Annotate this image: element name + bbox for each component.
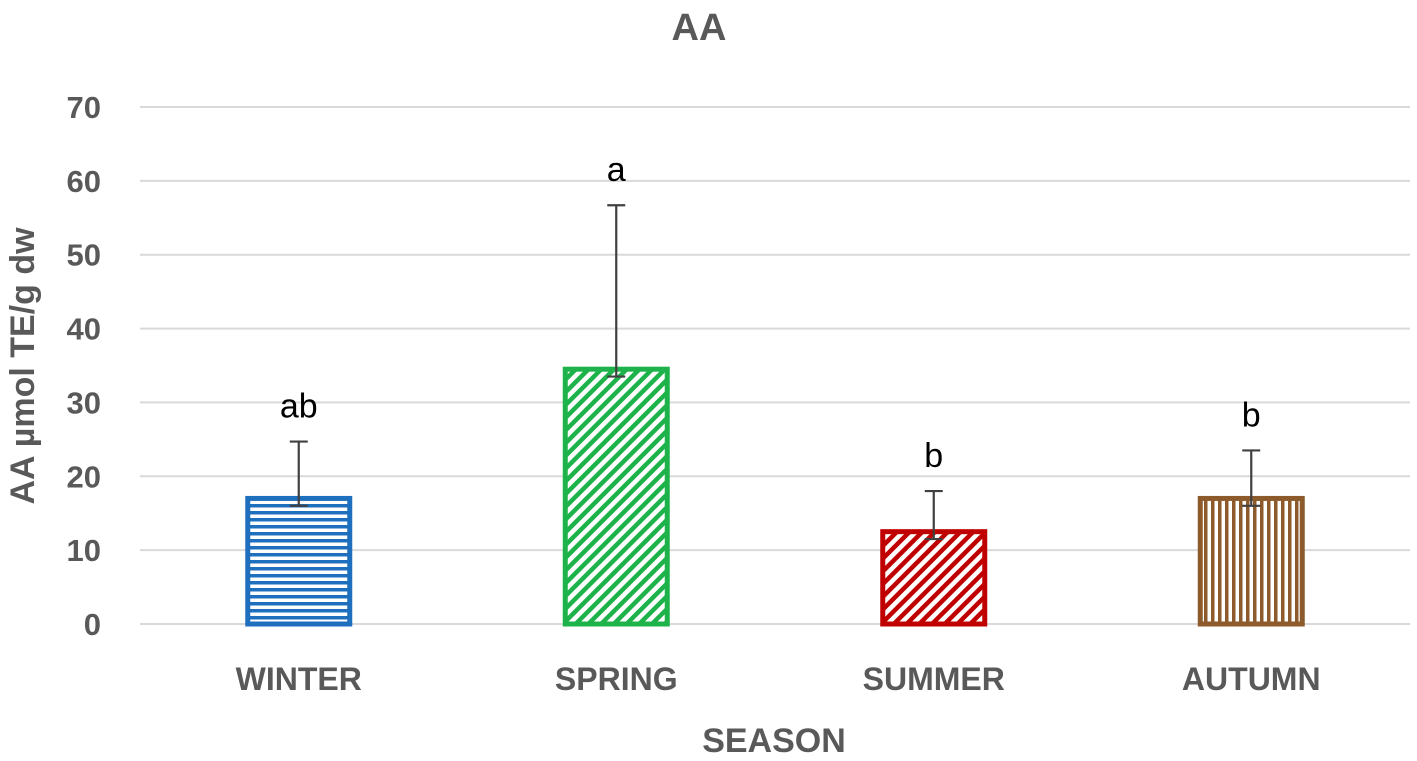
y-tick-label: 10: [67, 533, 101, 568]
significance-label-winter: ab: [280, 388, 318, 426]
x-axis-title: SEASON: [702, 722, 846, 760]
y-axis-title: AA µmol TE/g dw: [4, 227, 42, 505]
significance-label-autumn: b: [1242, 396, 1261, 434]
x-category-label-winter: WINTER: [236, 661, 362, 697]
error-bar-winter: [289, 440, 308, 507]
error-bar-autumn: [1242, 449, 1261, 507]
bar-summer: [880, 529, 988, 627]
significance-label-summer: b: [924, 437, 943, 475]
y-tick-label: 0: [84, 607, 101, 642]
y-tick-label: 20: [67, 459, 101, 494]
x-category-label-autumn: AUTUMN: [1182, 661, 1321, 697]
bar-spring: [562, 366, 670, 627]
y-tick-label: 70: [67, 90, 101, 125]
error-bar-summer: [924, 489, 943, 541]
error-bars: [289, 204, 1261, 541]
bars: [245, 366, 1305, 627]
bar-winter: [245, 495, 353, 627]
y-tick-label: 60: [67, 164, 101, 199]
chart-title: AA: [672, 7, 727, 49]
x-axis-categories: WINTER SPRING SUMMER AUTUMN: [236, 661, 1321, 697]
significance-label-spring: a: [607, 151, 626, 189]
x-category-label-spring: SPRING: [555, 661, 678, 697]
bar-autumn: [1197, 495, 1305, 627]
y-tick-label: 30: [67, 385, 101, 420]
error-bar-spring: [607, 204, 626, 378]
y-axis-ticks: 0 10 20 30 40 50 60 70: [67, 90, 101, 642]
x-category-label-summer: SUMMER: [863, 661, 1005, 697]
y-tick-label: 50: [67, 238, 101, 273]
y-tick-label: 40: [67, 312, 101, 347]
